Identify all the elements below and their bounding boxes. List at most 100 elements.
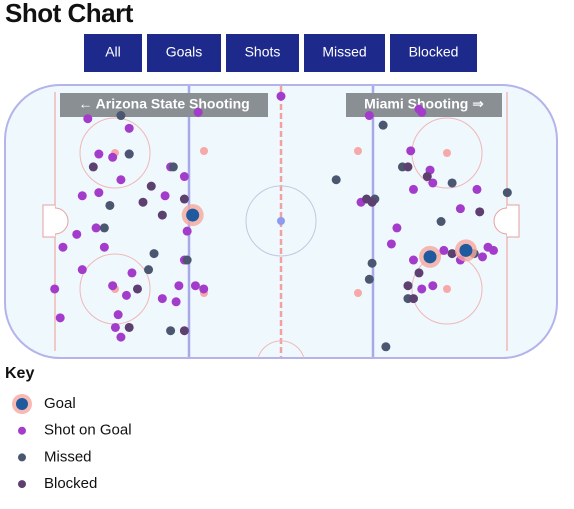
shot-point (94, 188, 104, 198)
shot-point (403, 281, 413, 291)
shot-point (171, 297, 181, 307)
filter-button[interactable] (84, 34, 142, 72)
shot-point (417, 284, 427, 294)
shot-point (157, 294, 167, 304)
shot-point (472, 184, 482, 194)
filter-button[interactable] (147, 34, 221, 72)
filter-button-label[interactable]: Blocked (409, 44, 459, 60)
legend-title: Key (5, 365, 34, 382)
rink (4, 84, 558, 359)
shot-point (179, 194, 189, 204)
shot-point (124, 149, 134, 159)
shot-point (55, 313, 65, 323)
shot-point (408, 294, 418, 304)
shot-point (157, 210, 167, 220)
shot-point (83, 114, 93, 124)
legend-marker (18, 480, 26, 489)
filter-button-label[interactable]: All (105, 44, 121, 60)
shot-point (124, 322, 134, 332)
shot-point (414, 268, 424, 278)
shot-point (58, 242, 68, 252)
shot-point (367, 258, 377, 268)
shot-point (77, 191, 87, 201)
shot-point (199, 284, 209, 294)
shot-point (88, 162, 98, 172)
shot-point (392, 223, 402, 233)
shot-point (149, 249, 159, 259)
legend-label: Blocked (44, 475, 97, 492)
shot-point (331, 175, 341, 185)
shot-point (423, 250, 437, 264)
shot-point (367, 197, 377, 207)
shot-point (459, 243, 473, 257)
shot-point (166, 326, 176, 336)
shot-point (193, 107, 203, 117)
filter-button-label[interactable]: Missed (322, 44, 366, 60)
filter-button[interactable] (390, 34, 477, 72)
shot-point (408, 255, 418, 265)
legend-marker (16, 398, 28, 410)
shot-point (364, 274, 374, 284)
shot-point (182, 226, 192, 236)
shot-point (50, 284, 60, 294)
shot-point (428, 281, 438, 291)
shot-point (105, 200, 115, 210)
shot-point (408, 184, 418, 194)
filter-button[interactable] (304, 34, 385, 72)
shot-point (276, 91, 286, 101)
shot-point (144, 265, 154, 275)
shot-point (121, 290, 131, 300)
shot-point (364, 111, 374, 121)
shot-point (477, 252, 487, 262)
shot-point (436, 217, 446, 226)
legend-marker (18, 426, 26, 435)
shot-point (381, 342, 391, 352)
annotation: ← Arizona State Shooting (78, 96, 249, 112)
shot-point (146, 181, 156, 191)
shot-point (489, 245, 499, 255)
shot-point (422, 172, 432, 182)
shot-point (186, 208, 200, 222)
shot-point (417, 107, 427, 117)
shot-point (447, 249, 457, 259)
shot-point (124, 123, 134, 133)
shot-point (190, 281, 200, 291)
shot-point (77, 265, 87, 275)
shot-point (99, 242, 109, 252)
filter-button[interactable] (226, 34, 299, 72)
legend-label: Goal (44, 395, 76, 412)
filter-button-label[interactable]: Shots (245, 44, 281, 60)
shot-point (116, 332, 126, 342)
shot-point (132, 284, 142, 294)
legend-marker (18, 453, 26, 462)
shot-point (447, 178, 457, 188)
annotation-box (60, 93, 268, 117)
shot-point (168, 162, 178, 172)
shot-point (475, 207, 485, 217)
shot-point (428, 178, 438, 188)
shot-point (99, 223, 109, 233)
shot-point (439, 245, 449, 255)
shot-point (113, 310, 123, 320)
shot-point (403, 162, 413, 172)
annotation: Miami Shooting ⇒ (364, 96, 484, 112)
shot-point (138, 197, 148, 207)
shot-point (110, 322, 120, 332)
shot-point (406, 146, 416, 156)
shot-point (108, 281, 118, 291)
shot-point (378, 120, 388, 130)
shot-point (179, 172, 189, 182)
filter-button-label[interactable]: Goals (166, 44, 203, 60)
shot-point (72, 229, 82, 239)
shot-point (94, 149, 104, 159)
legend-label: Missed (44, 448, 92, 465)
legend-label: Shot on Goal (44, 422, 132, 439)
shot-point (127, 268, 137, 278)
shot-point (174, 281, 184, 291)
shot-point (502, 188, 512, 198)
shot-point (116, 111, 126, 121)
shot-point (179, 326, 189, 336)
shot-point (182, 255, 192, 265)
